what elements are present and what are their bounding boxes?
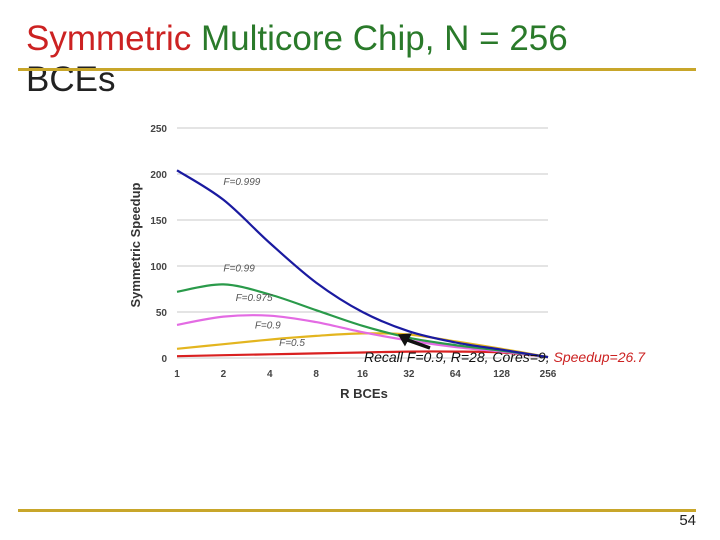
x-tick-label: 256 [540,369,557,380]
x-tick-label: 8 [313,369,319,380]
y-tick-label: 100 [150,262,167,273]
x-tick-label: 4 [267,369,273,380]
y-tick-label: 50 [156,308,168,319]
y-tick-label: 0 [161,354,167,365]
x-tick-label: 32 [403,369,415,380]
x-axis-title: R BCEs [340,386,388,401]
slide-title: Symmetric Multicore Chip, N = 256 BCEs [26,18,706,100]
page-number: 54 [679,512,696,529]
footer-divider [18,509,696,512]
title-multicore-chip: Multicore Chip, [201,19,435,58]
recall-annotation-text: Recall F=0.9, R=28, Cores=9, [364,349,554,365]
x-tick-label: 64 [450,369,462,380]
x-tick-label: 2 [221,369,227,380]
title-bces: BCEs [26,60,116,99]
series-line [176,314,549,359]
y-tick-label: 250 [150,124,167,135]
series-label: F=0.999 [223,177,260,188]
x-tick-label: 16 [357,369,369,380]
series-line [176,283,549,359]
annotation-arrow-shaft [405,337,431,350]
series-label: F=0.9 [255,321,281,332]
x-tick-label: 128 [493,369,510,380]
series-line [176,169,549,359]
recall-annotation: Recall F=0.9, R=28, Cores=9, Speedup=26.… [364,349,645,365]
title-word-symmetric: Symmetric [26,19,192,58]
series-line [176,350,549,359]
y-tick-label: 200 [150,170,167,181]
title-n-value: N = 256 [444,19,568,58]
annotation-arrow-head [397,333,412,347]
y-tick-label: 150 [150,216,167,227]
series-label: F=0.975 [236,293,273,304]
series-label: F=0.5 [279,338,305,349]
y-axis-title: Symmetric Speedup [128,182,143,307]
series-line [176,332,549,359]
recall-annotation-speedup: Speedup=26.7 [553,349,645,365]
title-divider [18,68,696,71]
x-tick-label: 1 [174,369,180,380]
series-label: F=0.99 [223,264,255,275]
